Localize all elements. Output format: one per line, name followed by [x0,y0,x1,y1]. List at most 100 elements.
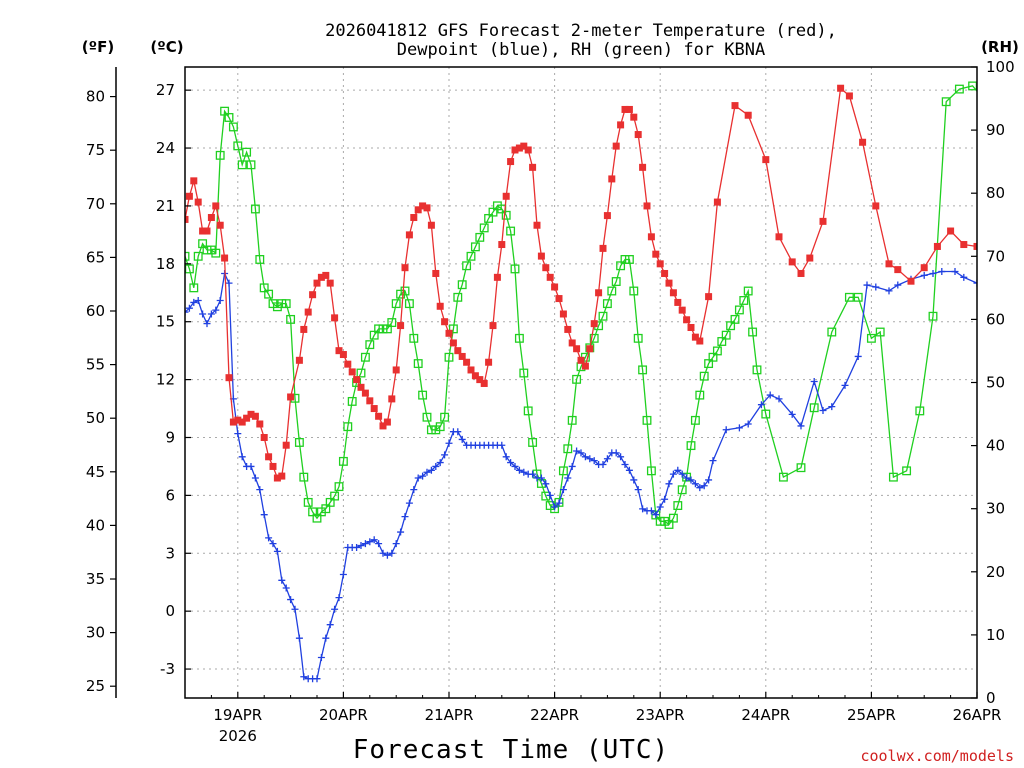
rh-series-point [215,150,225,160]
rh-series-point [677,485,687,495]
rh-series-point [475,232,485,242]
temperature-series-point [612,142,620,150]
series-layer [185,81,977,683]
temperature-series-point [419,202,427,210]
temperature-series-point [691,333,699,341]
rh-series-point [334,482,344,492]
temperature-series-point [973,242,977,250]
dewpoint-series-point [326,621,334,629]
celsius-tick-label: 3 [165,544,175,562]
temperature-series-point [907,277,915,285]
dewpoint-series-point [498,441,506,449]
temperature-series-point [392,366,400,374]
temperature-series-point [463,358,471,366]
rh-series-point [730,314,740,324]
temperature-series-point [502,192,510,200]
rh-series-point [466,251,476,261]
chart-title-line1: 2026041812 GFS Forecast 2-meter Temperat… [325,21,837,41]
celsius-tick-label: 12 [156,371,175,389]
rh-series-point [448,324,458,334]
temperature-series-point [625,105,633,113]
temperature-series-point [212,202,220,210]
x-tick-sublabel: 2026 [219,727,257,745]
temperature-series-point [304,308,312,316]
rh-series-point [506,226,516,236]
dewpoint-series-point [885,287,893,295]
dewpoint-series-point [960,273,968,281]
rh-tick-label: 90 [986,121,1005,139]
rh-series-point [462,261,472,271]
temperature-series-point [775,233,783,241]
rh-series-point [211,248,221,258]
temperature-series-point [273,474,281,482]
temperature-series-point [647,233,655,241]
temperature-series-point [894,266,902,274]
rh-series-point [528,437,538,447]
temperature-series-point [859,138,867,146]
rh-series-point [294,437,304,447]
dewpoint-series-point [511,462,519,470]
dewpoint-series-point [225,279,233,287]
dewpoint-series-point [854,352,862,360]
dewpoint-series-point [454,428,462,436]
dewpoint-series-point [757,401,765,409]
rh-series-point [690,415,700,425]
dewpoint-series-point [564,474,572,482]
temperature-series-point [885,260,893,268]
temperature-series-point [256,420,264,428]
temperature-series-point [388,395,396,403]
dewpoint-series-point [577,449,585,457]
rh-unit-label: (RH) [981,38,1019,56]
dewpoint-series-point [603,455,611,463]
temperature-series-point [960,241,968,249]
x-axis-label: Forecast Time (UTC) [353,735,669,765]
rh-series-point [624,255,634,264]
temperature-series-point [674,298,682,306]
rh-series-point [734,305,744,315]
temperature-series-point [639,163,647,171]
dewpoint-series-point [555,499,563,507]
rh-series-point [228,122,238,132]
temperature-series-point [366,397,374,405]
rh-series-point [400,286,410,296]
temperature-series-point [397,322,405,330]
temperature-series-point [480,379,488,387]
temperature-series-point [471,372,479,380]
temperature-series-point [608,175,616,183]
temperature-series-point [933,242,941,250]
dewpoint-series-point [427,466,435,474]
temperature-series-point [634,131,642,139]
temperature-series-point [656,260,664,268]
rh-series-point [915,406,925,416]
dewpoint-series-point [458,435,466,443]
temperature-series-point [199,227,207,235]
dewpoint-series-point [775,395,783,403]
temperature-series-point [313,279,321,287]
dewpoint-series-point [520,468,528,476]
temperature-series-point [335,347,343,355]
fahrenheit-tick-label: 65 [86,248,105,266]
rh-series-point [827,327,837,337]
rh-series-point [752,365,762,375]
dewpoint-series-point [647,507,655,515]
temperature-series-point [947,227,955,235]
dewpoint-series-point [599,461,607,469]
rh-series-point [721,330,731,340]
dewpoint-series-point [669,470,677,478]
temperature-series-point [617,121,625,129]
temperature-series-point [788,258,796,266]
rh-series-point [338,456,348,466]
dewpoint-series-point [546,491,554,499]
temperature-series-point [476,376,484,384]
temperature-series-point [687,324,695,332]
temperature-series-point [441,318,449,326]
dewpoint-series-point [185,308,189,316]
celsius-tick-label: 0 [165,602,175,620]
dewpoint-series-point [683,474,691,482]
dewpoint-series-point [612,449,620,457]
temperature-series-point [190,177,198,185]
temperature-series-point [498,241,506,249]
temperature-series-point [353,376,361,384]
celsius-tick-label: 24 [156,139,175,157]
